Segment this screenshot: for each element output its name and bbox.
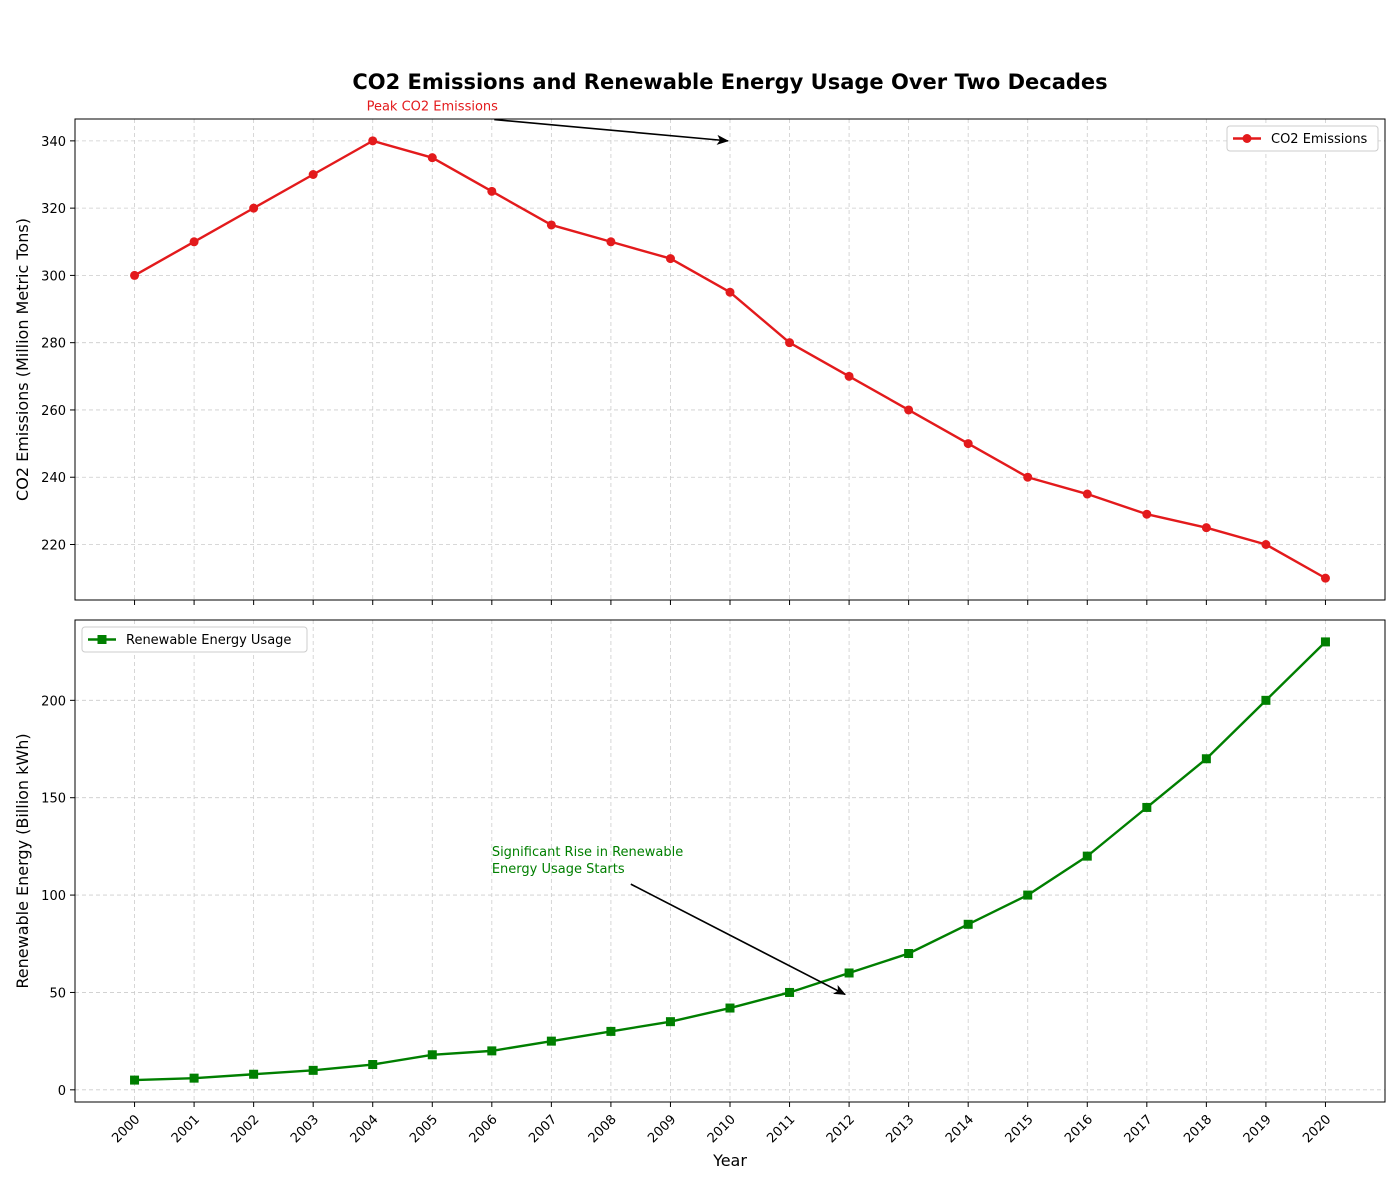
x-tick-label: 2020 bbox=[1300, 1112, 1334, 1146]
x-tick-label: 2003 bbox=[288, 1112, 322, 1146]
x-tick-label: 2006 bbox=[467, 1112, 501, 1146]
x-tick-label: 2009 bbox=[645, 1112, 679, 1146]
data-point bbox=[963, 919, 973, 929]
x-tick-label: 2011 bbox=[764, 1112, 798, 1146]
x-tick-label: 2004 bbox=[348, 1112, 382, 1146]
data-point bbox=[546, 1036, 556, 1046]
data-point bbox=[189, 237, 199, 247]
annotation-text: Significant Rise in Renewable bbox=[492, 845, 683, 860]
annotation-arrow bbox=[494, 118, 729, 145]
y-tick-label: 280 bbox=[41, 337, 66, 352]
data-point bbox=[785, 338, 795, 348]
legend-marker bbox=[1242, 134, 1252, 143]
axes-frame bbox=[74, 118, 1386, 601]
data-point bbox=[130, 270, 140, 280]
data-point bbox=[249, 203, 259, 213]
data-point bbox=[904, 405, 914, 415]
y-tick-label: 150 bbox=[41, 792, 66, 807]
y-tick-label: 240 bbox=[41, 471, 66, 486]
data-point bbox=[427, 1050, 437, 1060]
x-tick-label: 2013 bbox=[883, 1112, 917, 1146]
data-point bbox=[1023, 890, 1033, 900]
annotation-text: Peak CO2 Emissions bbox=[367, 100, 499, 115]
data-point bbox=[249, 1069, 259, 1079]
data-point bbox=[665, 1017, 675, 1027]
data-point bbox=[1261, 540, 1271, 549]
legend-label: CO2 Emissions bbox=[1271, 132, 1368, 147]
data-point bbox=[725, 287, 735, 297]
data-point bbox=[1142, 509, 1152, 519]
data-point bbox=[1320, 573, 1330, 583]
x-tick-label: 2001 bbox=[169, 1112, 203, 1146]
x-tick-label: 2012 bbox=[824, 1112, 858, 1146]
y-tick-label: 220 bbox=[41, 539, 66, 554]
data-point bbox=[308, 1065, 318, 1075]
axes-frame bbox=[74, 619, 1386, 1103]
chart-title: CO2 Emissions and Renewable Energy Usage… bbox=[352, 70, 1108, 94]
y-tick-label: 320 bbox=[41, 202, 66, 217]
data-point bbox=[546, 220, 556, 230]
legend-box bbox=[1226, 125, 1379, 152]
x-tick-label: 2008 bbox=[586, 1112, 620, 1146]
data-point bbox=[308, 170, 318, 179]
data-point bbox=[785, 987, 795, 997]
data-point bbox=[844, 968, 854, 978]
data-point bbox=[606, 237, 616, 247]
y-axis-label: Renewable Energy (Billion kWh) bbox=[13, 733, 32, 988]
data-point bbox=[130, 1075, 140, 1085]
data-point bbox=[1201, 523, 1211, 533]
x-tick-label: 2002 bbox=[228, 1112, 262, 1146]
data-point bbox=[1023, 472, 1033, 482]
data-point bbox=[606, 1026, 616, 1036]
x-tick-label: 2014 bbox=[943, 1112, 977, 1146]
data-point bbox=[1082, 851, 1092, 861]
data-point bbox=[1320, 637, 1330, 647]
renewable-panel: 0 50 100 150 200 2000 2001 2002 2003 2004 2005 2006… bbox=[13, 619, 1386, 1146]
x-tick-label: 2000 bbox=[109, 1112, 143, 1146]
y-tick-label: 340 bbox=[41, 135, 66, 150]
data-point bbox=[189, 1073, 199, 1083]
y-tick-label: 0 bbox=[58, 1084, 66, 1099]
data-point bbox=[725, 1003, 735, 1013]
y-tick-label: 200 bbox=[41, 694, 66, 709]
y-tick-label: 100 bbox=[41, 889, 66, 904]
y-tick-label: 300 bbox=[41, 269, 66, 284]
data-point bbox=[368, 1060, 378, 1070]
data-point bbox=[904, 949, 914, 959]
legend-marker bbox=[97, 635, 107, 644]
y-tick-label: 50 bbox=[49, 986, 66, 1001]
data-point bbox=[1261, 695, 1271, 705]
data-point bbox=[487, 186, 497, 196]
data-point bbox=[427, 153, 437, 163]
x-tick-label: 2019 bbox=[1241, 1112, 1275, 1146]
legend-box bbox=[81, 626, 308, 653]
data-point bbox=[1201, 754, 1211, 764]
x-tick-label: 2016 bbox=[1062, 1112, 1096, 1146]
x-tick-label: 2010 bbox=[705, 1112, 739, 1146]
co2-panel: 220 240 260 280 300 320 340 CO2 Emissions (Mill… bbox=[13, 100, 1386, 605]
x-tick-label: 2017 bbox=[1122, 1112, 1156, 1146]
legend-label: Renewable Energy Usage bbox=[126, 633, 291, 648]
data-point bbox=[963, 439, 973, 449]
data-point bbox=[665, 254, 675, 264]
annotation-text: Energy Usage Starts bbox=[492, 862, 625, 877]
x-tick-label: 2007 bbox=[526, 1112, 560, 1146]
annotation-arrow bbox=[630, 883, 846, 996]
x-tick-label: 2018 bbox=[1181, 1112, 1215, 1146]
data-point bbox=[487, 1046, 497, 1056]
x-axis-label: Year bbox=[712, 1151, 747, 1170]
y-tick-label: 260 bbox=[41, 404, 66, 419]
x-tick-label: 2015 bbox=[1003, 1112, 1037, 1146]
data-point bbox=[844, 371, 854, 381]
y-axis-label: CO2 Emissions (Million Metric Tons) bbox=[13, 218, 32, 501]
data-point bbox=[368, 136, 378, 146]
data-point bbox=[1082, 489, 1092, 499]
x-tick-label: 2005 bbox=[407, 1112, 441, 1146]
data-point bbox=[1142, 802, 1152, 812]
